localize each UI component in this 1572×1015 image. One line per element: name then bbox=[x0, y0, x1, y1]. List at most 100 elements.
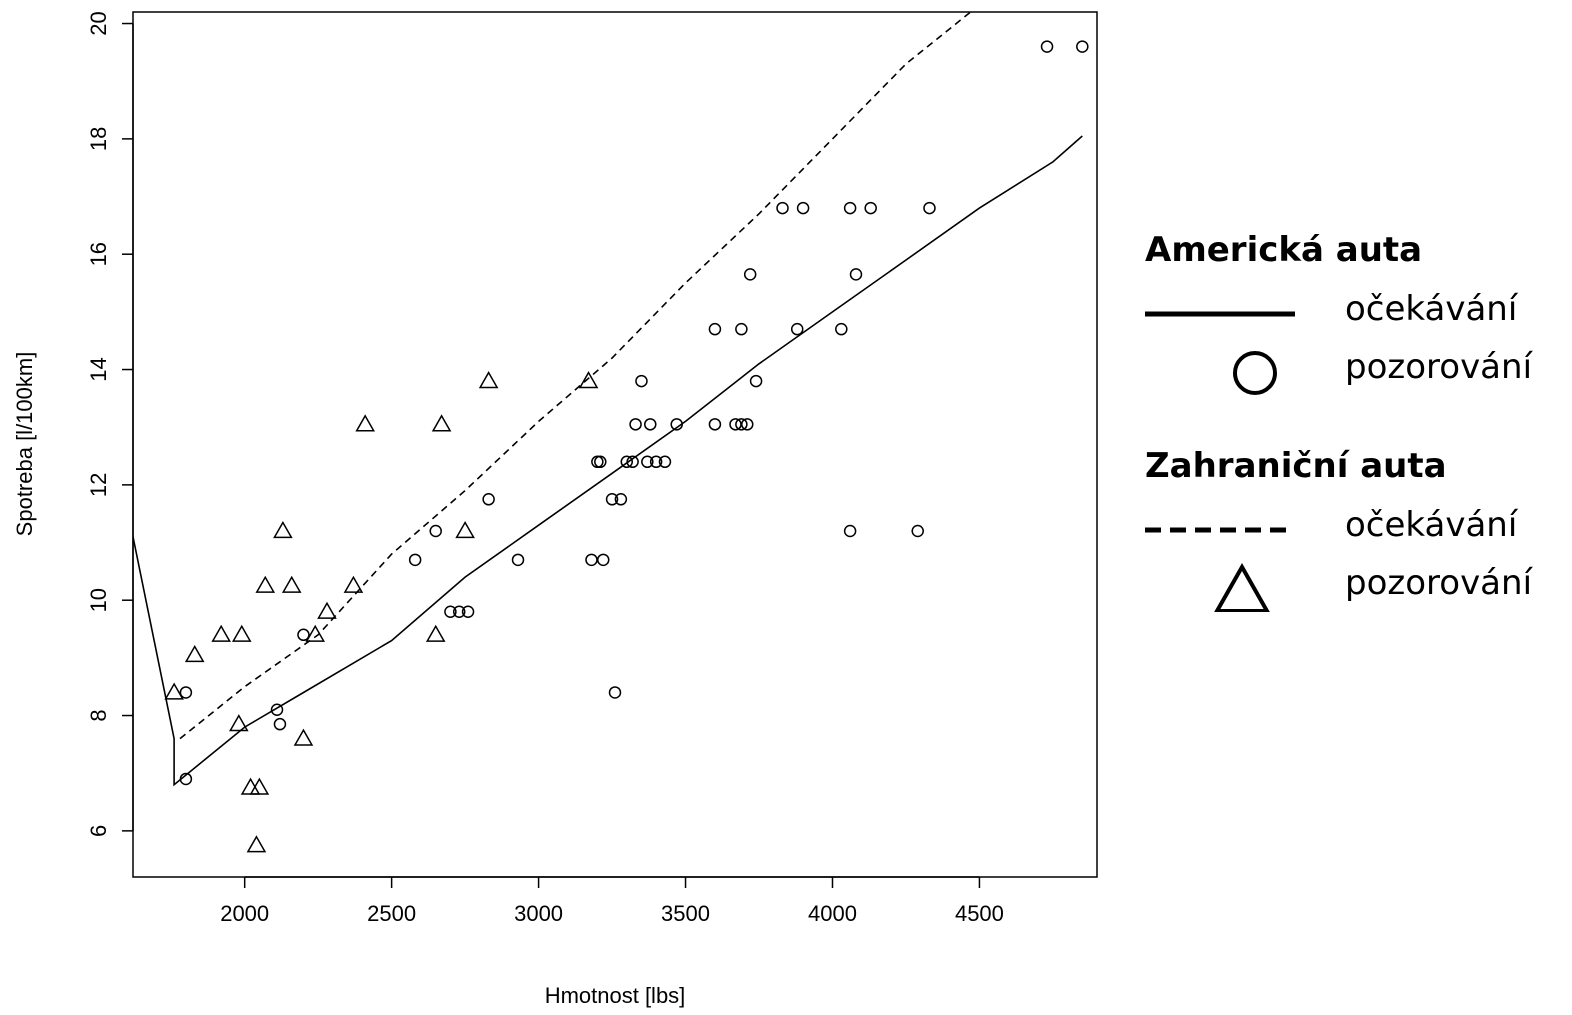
x-axis-label: Hmotnost [lbs] bbox=[545, 983, 686, 1008]
american-point bbox=[626, 455, 639, 469]
plot-frame bbox=[132, 11, 1098, 878]
triangle-marker-key bbox=[1214, 562, 1270, 612]
foreign-point bbox=[255, 575, 276, 593]
x-tick-label: 2500 bbox=[367, 901, 416, 926]
foreign-point bbox=[425, 624, 446, 642]
american-point bbox=[790, 322, 804, 336]
american-point bbox=[644, 418, 657, 431]
x-tick-label: 4000 bbox=[808, 901, 857, 926]
y-axis: 6 8 10 12 14 16 18 20 bbox=[86, 11, 134, 837]
american-point bbox=[482, 493, 495, 506]
foreign-point bbox=[164, 682, 184, 700]
american-point bbox=[670, 418, 683, 431]
american-point bbox=[444, 605, 457, 618]
foreign-point bbox=[317, 601, 337, 619]
x-tick-label: 4500 bbox=[955, 901, 1004, 926]
american-point bbox=[735, 322, 748, 336]
foreign-point bbox=[184, 644, 205, 663]
foreign-point bbox=[273, 520, 293, 539]
legend-entry-american-expected: očekávání bbox=[1145, 280, 1565, 338]
x-axis: 2000 2500 3000 3500 4000 4500 bbox=[220, 876, 1004, 926]
y-axis-label: Spotreba [l/100km] bbox=[12, 352, 37, 537]
american-point bbox=[179, 686, 193, 699]
x-tick-label: 3500 bbox=[661, 901, 710, 926]
y-tick-label: 18 bbox=[86, 127, 111, 151]
american-point bbox=[658, 455, 672, 469]
american-point bbox=[270, 703, 284, 717]
foreign-point bbox=[246, 835, 267, 853]
american-point bbox=[735, 418, 748, 431]
american-point bbox=[708, 322, 722, 336]
foreign-point bbox=[455, 520, 475, 539]
american-point bbox=[641, 455, 654, 469]
x-tick-label: 3000 bbox=[514, 901, 563, 926]
legend-label: pozorování bbox=[1345, 563, 1533, 603]
y-tick-label: 20 bbox=[86, 11, 111, 35]
x-tick-label: 2000 bbox=[220, 901, 269, 926]
legend-entry-foreign-observed: pozorování bbox=[1145, 554, 1565, 612]
american-point bbox=[605, 493, 619, 506]
american-point bbox=[594, 455, 607, 469]
american-point bbox=[849, 268, 863, 281]
american-point bbox=[461, 605, 475, 618]
american-point bbox=[452, 605, 466, 618]
legend-entry-foreign-expected: očekávání bbox=[1145, 496, 1565, 554]
solid-line-key bbox=[1145, 311, 1295, 317]
american-point bbox=[585, 553, 598, 567]
legend-entry-american-observed: pozorování bbox=[1145, 338, 1565, 396]
american-point bbox=[911, 524, 924, 538]
data-points bbox=[164, 40, 1089, 853]
american-point bbox=[843, 201, 857, 215]
legend-heading-foreign: Zahraniční auta bbox=[1145, 446, 1447, 486]
american-point bbox=[864, 201, 877, 215]
foreign-point bbox=[229, 714, 249, 732]
american-point bbox=[749, 374, 763, 388]
foreign-point bbox=[305, 624, 326, 642]
y-tick-label: 16 bbox=[86, 242, 111, 266]
american-point bbox=[741, 418, 754, 431]
foreign-point bbox=[343, 575, 364, 593]
foreign-point bbox=[240, 777, 261, 795]
legend-heading-american: Americká auta bbox=[1145, 230, 1423, 270]
american-point bbox=[1076, 40, 1089, 53]
foreign-point bbox=[293, 728, 314, 746]
legend-label: pozorování bbox=[1345, 347, 1533, 387]
foreign-point bbox=[578, 371, 599, 389]
legend-label: očekávání bbox=[1345, 289, 1518, 329]
american-point bbox=[596, 553, 610, 567]
fitted-lines bbox=[133, 12, 1083, 787]
foreign-point bbox=[355, 414, 375, 432]
american-point bbox=[635, 374, 648, 388]
foreign-point bbox=[281, 575, 302, 593]
american-point bbox=[511, 553, 525, 567]
y-tick-label: 12 bbox=[86, 473, 111, 497]
foreign-expected-line bbox=[179, 12, 972, 740]
american-point bbox=[1040, 40, 1054, 53]
american-point bbox=[620, 455, 634, 469]
american-point bbox=[614, 493, 628, 506]
circle-marker-key bbox=[1233, 351, 1277, 395]
american-point bbox=[729, 418, 742, 431]
american-point bbox=[796, 201, 810, 215]
american-point bbox=[708, 418, 722, 431]
american-point bbox=[835, 322, 848, 336]
y-tick-label: 14 bbox=[86, 357, 111, 381]
american-point bbox=[923, 201, 936, 215]
foreign-point bbox=[231, 624, 252, 642]
american-point bbox=[429, 524, 442, 538]
american-point bbox=[629, 418, 642, 431]
legend-label: očekávání bbox=[1345, 505, 1518, 545]
foreign-point bbox=[249, 777, 270, 795]
y-tick-label: 10 bbox=[86, 588, 111, 612]
foreign-point bbox=[478, 371, 499, 389]
y-tick-label: 6 bbox=[86, 825, 111, 837]
american-point bbox=[776, 201, 789, 215]
american-point bbox=[273, 717, 287, 731]
american-point bbox=[179, 772, 193, 786]
american-point bbox=[843, 524, 857, 538]
american-point bbox=[297, 628, 310, 642]
american-point bbox=[649, 455, 663, 469]
american-point bbox=[743, 268, 757, 281]
legend: Americká auta očekávání pozorování Zahra… bbox=[1145, 220, 1565, 612]
